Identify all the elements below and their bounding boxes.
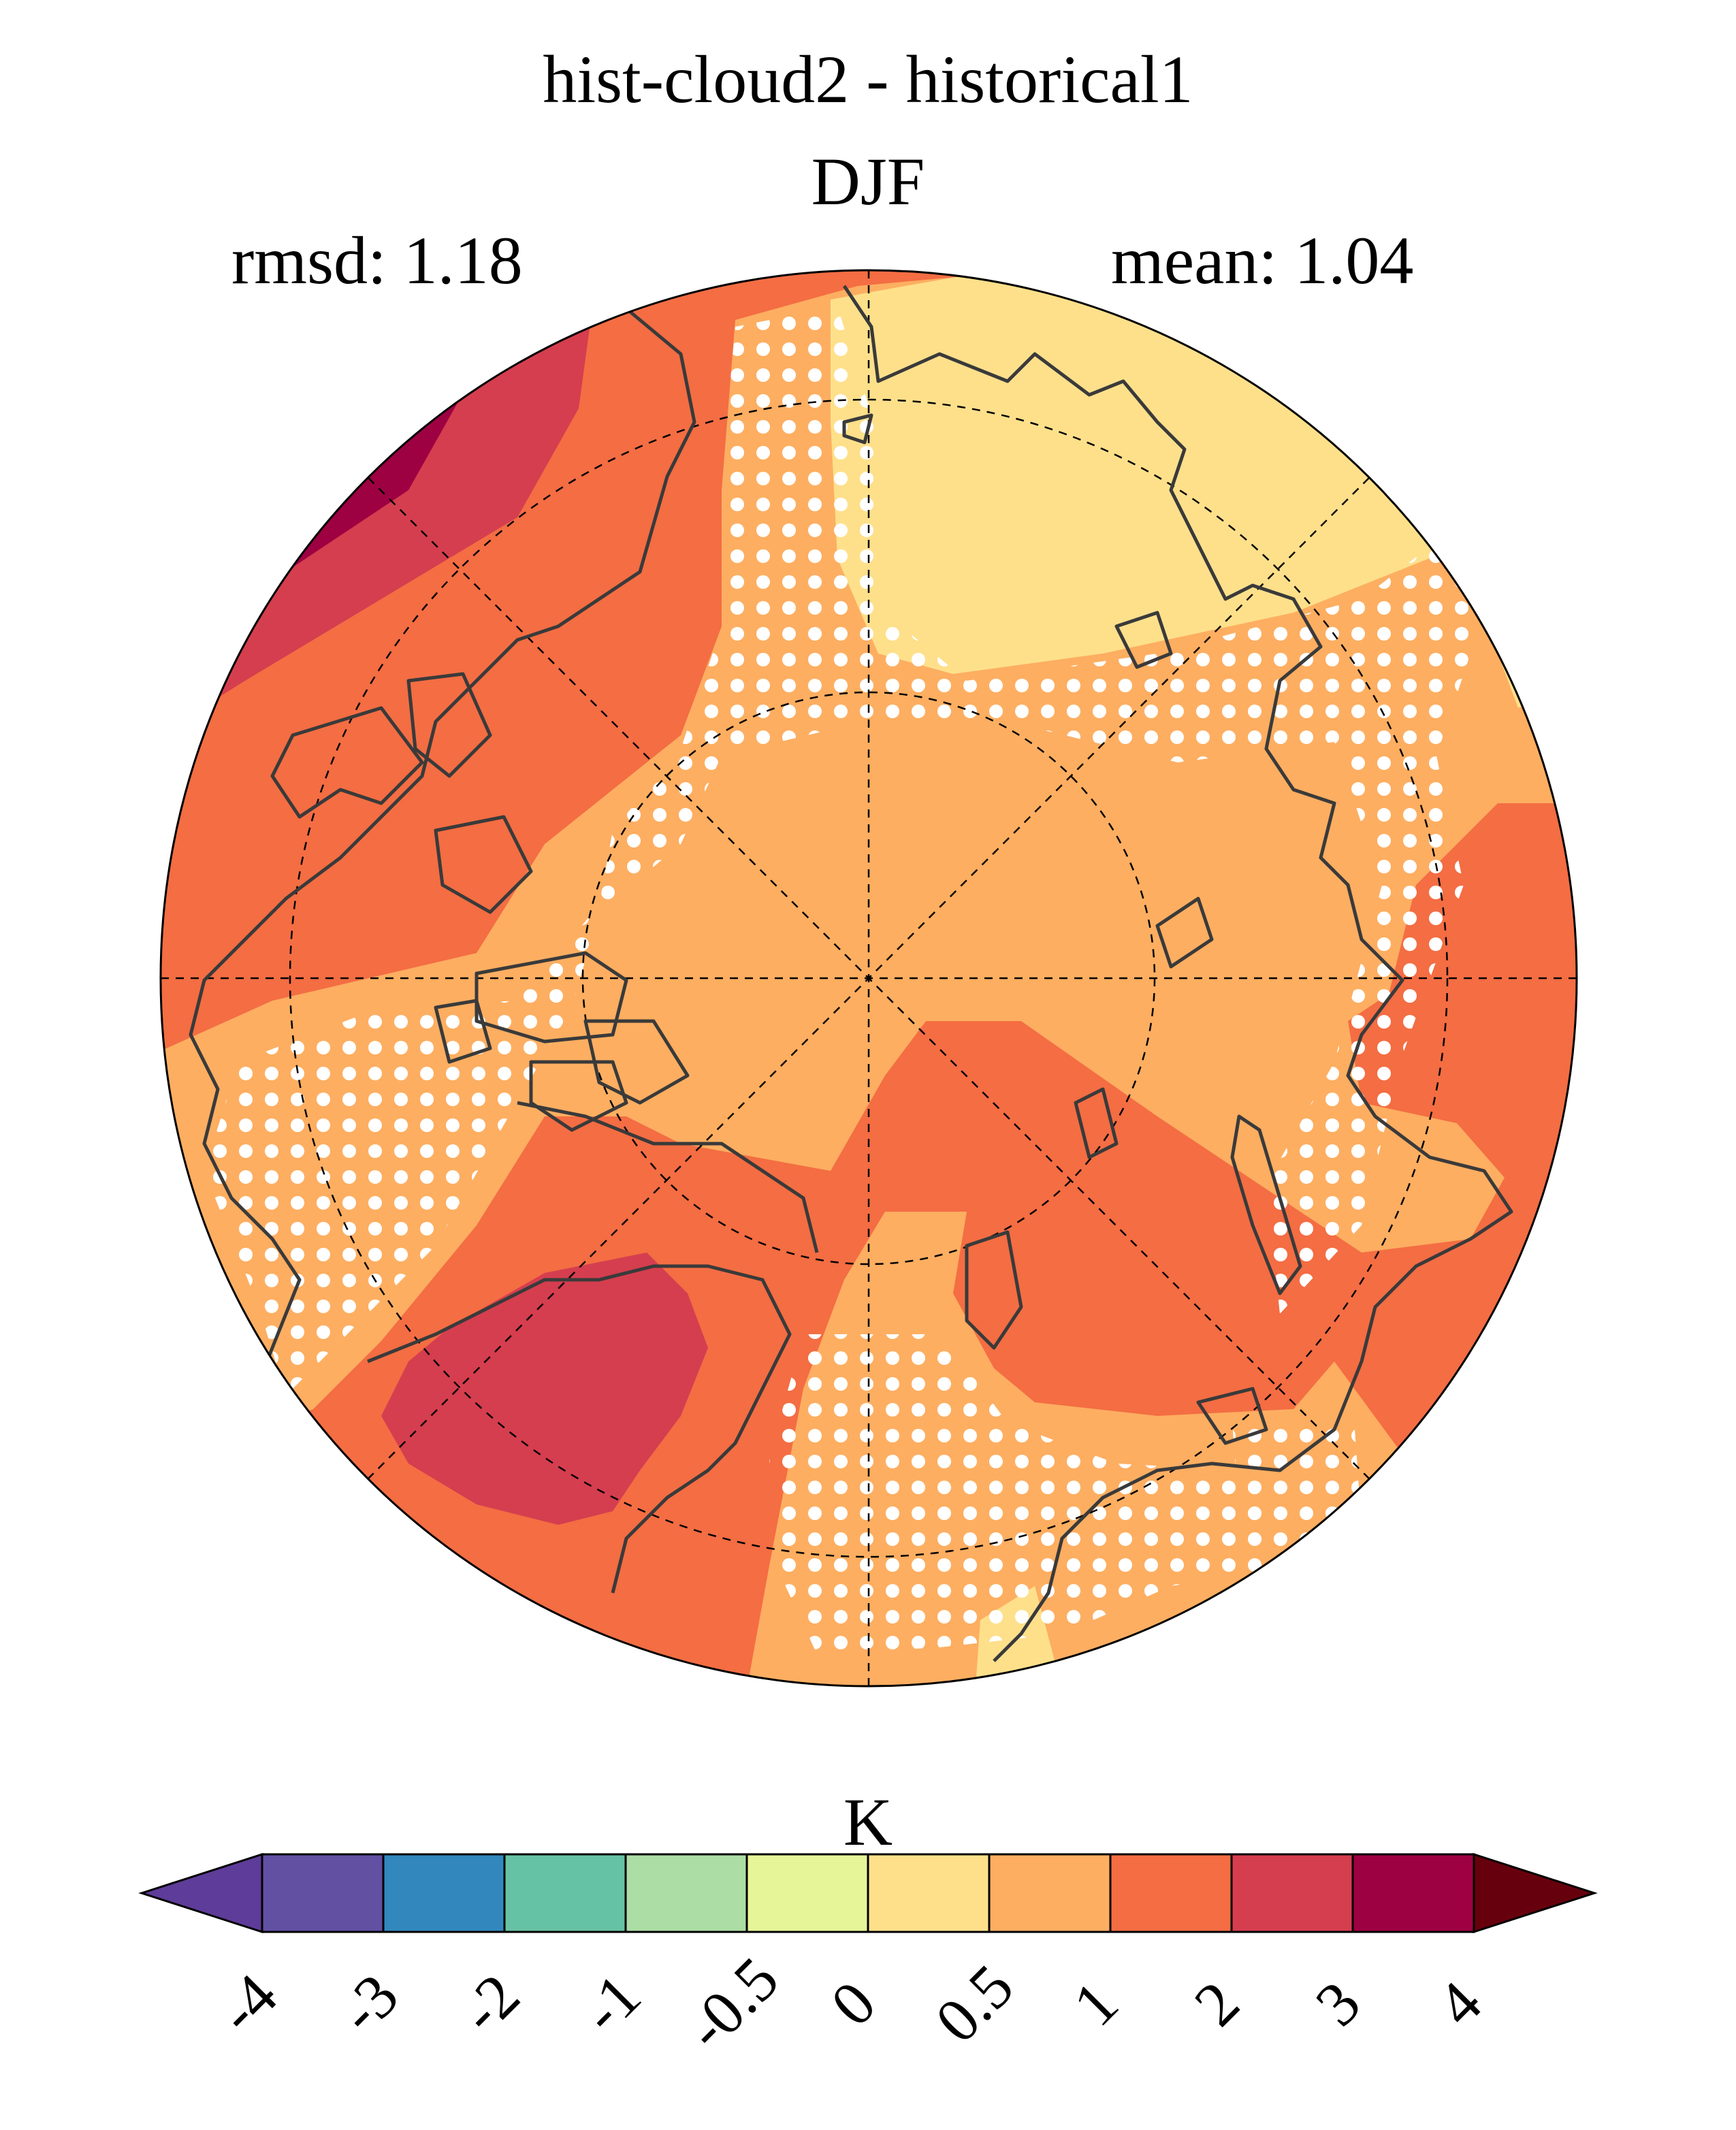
tick-label: 2	[1181, 1968, 1253, 2039]
colorbar-bin-1-2	[1109, 1853, 1233, 1933]
tick-label: -1	[568, 1960, 654, 2046]
colorbar-bin-0-05	[867, 1853, 991, 1933]
polar-map	[159, 269, 1578, 1688]
colorbar-tick-labels: -4 -3 -2 -1 -0.5 0 0.5 1 2 3 4	[204, 1944, 1494, 2063]
colorbar-bin-m4-m3	[261, 1853, 385, 1933]
tick-label: 1	[1060, 1968, 1131, 2039]
stippling	[204, 306, 1484, 1654]
colorbar-bin-m2-m1	[503, 1853, 627, 1933]
tick-label: 4	[1424, 1968, 1495, 2039]
tick-label: -0.5	[673, 1944, 792, 2063]
tick-label: 0.5	[922, 1951, 1026, 2055]
graticule	[161, 270, 1577, 1686]
colorbar-bin-2-3	[1230, 1853, 1354, 1933]
tick-label: 0	[818, 1968, 889, 2039]
season-subtitle: DJF	[811, 144, 925, 219]
colorbar-extend-low	[138, 1852, 263, 1934]
map-title: hist-cloud2 - historical1	[543, 42, 1193, 117]
colorbar-bin-m1-m05	[624, 1853, 748, 1933]
map-boundary	[159, 269, 1578, 1688]
colorbar-extend-high	[1473, 1852, 1598, 1934]
tick-label: -2	[447, 1960, 532, 2046]
colorbar-bin-m3-m2	[382, 1853, 506, 1933]
colorbar-bin-3-4	[1351, 1853, 1475, 1933]
rmsd-label: rmsd: 1.18	[231, 223, 523, 298]
mean-label: mean: 1.04	[1111, 223, 1414, 298]
tick-label: -4	[204, 1960, 290, 2046]
colorbar: -4 -3 -2 -1 -0.5 0 0.5 1 2 3 4	[138, 1852, 1598, 2063]
tick-label: -3	[325, 1960, 411, 2046]
colorbar-bin-m05-0	[745, 1853, 869, 1933]
colorbar-bin-05-1	[988, 1853, 1112, 1933]
colorbar-unit-label: K	[843, 1784, 893, 1860]
tick-label: 3	[1302, 1968, 1374, 2039]
coastlines	[189, 285, 1513, 1662]
